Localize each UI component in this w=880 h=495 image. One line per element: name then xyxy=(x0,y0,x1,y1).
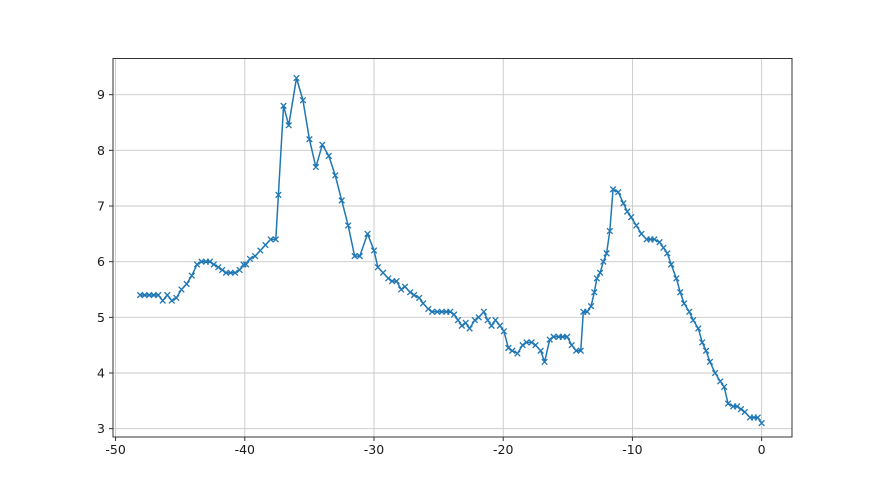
x-axis-tick-label: -50 xyxy=(105,442,125,457)
y-axis-tick-label: 5 xyxy=(97,310,105,325)
y-axis-tick-label: 9 xyxy=(97,87,105,102)
y-axis-tick-label: 3 xyxy=(97,421,105,436)
plot-border xyxy=(112,58,793,438)
data-line xyxy=(140,77,763,424)
x-axis-tick-label: 0 xyxy=(758,442,766,457)
x-axis-tick-label: -10 xyxy=(622,442,642,457)
data-point-x-markers xyxy=(136,74,765,427)
y-axis-tick-label: 4 xyxy=(97,365,105,380)
x-axis-tick-label: -40 xyxy=(235,442,255,457)
x-axis-tick-label: -20 xyxy=(493,442,513,457)
y-axis-tick-label: 7 xyxy=(97,199,105,214)
y-axis-tick-label: 6 xyxy=(97,254,105,269)
y-axis-tick-label: 8 xyxy=(97,143,105,158)
x-axis-tick-label: -30 xyxy=(364,442,384,457)
